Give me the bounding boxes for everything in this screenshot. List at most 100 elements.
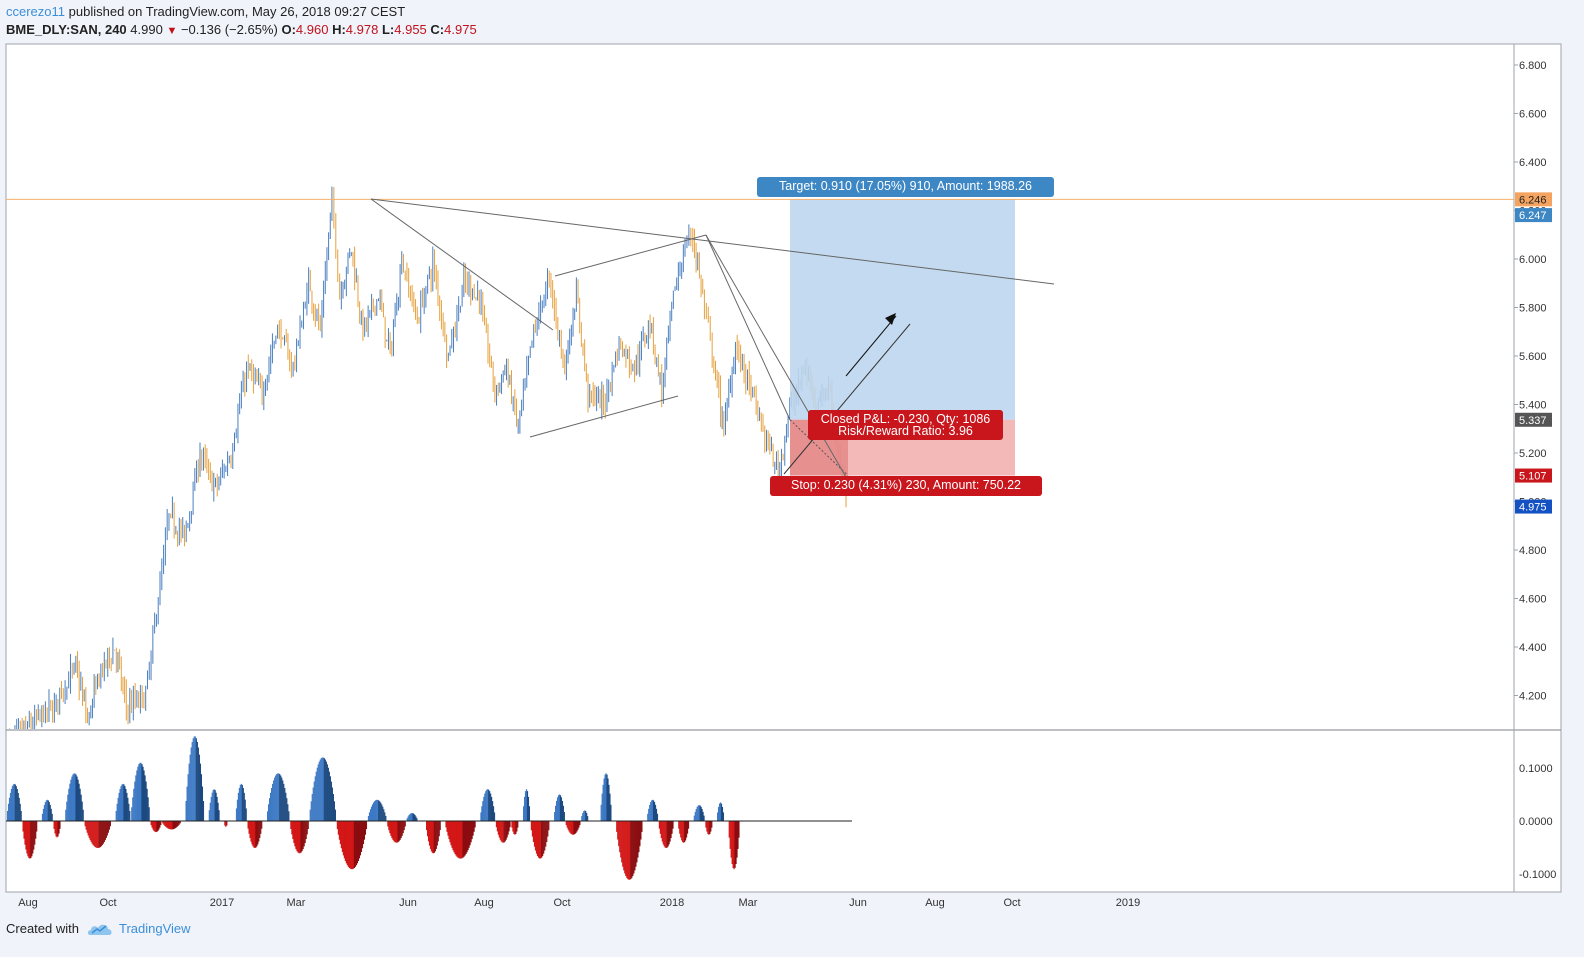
symbol-name[interactable]: BME_DLY:SAN, 240 bbox=[6, 22, 127, 37]
histogram-bar bbox=[461, 821, 463, 859]
trade-labels: Target: 0.910 (17.05%) 910, Amount: 1988… bbox=[757, 177, 1054, 496]
histogram-bar bbox=[394, 821, 396, 843]
tradingview-brand[interactable]: TradingView bbox=[118, 921, 191, 936]
histogram-bar bbox=[70, 779, 72, 822]
histogram-bar bbox=[582, 812, 584, 822]
histogram-bar bbox=[577, 821, 579, 830]
histogram-bar bbox=[365, 821, 368, 830]
histogram-bar bbox=[75, 774, 77, 822]
histogram-bar bbox=[488, 789, 490, 822]
histogram-bar bbox=[88, 821, 90, 838]
time-tick-label: Oct bbox=[1003, 897, 1020, 909]
histogram-bar bbox=[250, 821, 252, 842]
histogram-bar bbox=[576, 821, 578, 832]
histogram-bar bbox=[468, 821, 470, 848]
histogram-bar bbox=[513, 821, 515, 834]
histogram-bar bbox=[95, 821, 97, 848]
histogram-bar bbox=[132, 797, 134, 822]
publisher-username[interactable]: ccerezo11 bbox=[6, 4, 66, 19]
histogram-bar bbox=[92, 821, 94, 846]
histogram-bar bbox=[16, 788, 18, 822]
histogram-bar bbox=[66, 801, 68, 822]
histogram-bar bbox=[679, 821, 681, 834]
histogram-bar bbox=[377, 799, 379, 822]
histogram-bar bbox=[491, 801, 494, 822]
histogram-bar bbox=[359, 821, 362, 856]
histogram-bar bbox=[634, 821, 636, 871]
breakout-channel[interactable] bbox=[783, 323, 911, 475]
decline-trendline[interactable] bbox=[705, 234, 791, 421]
histogram-bar bbox=[302, 821, 304, 850]
histogram-bar bbox=[93, 821, 95, 847]
time-tick-label: 2017 bbox=[210, 897, 234, 909]
histogram-bar bbox=[90, 821, 92, 843]
histogram-bar bbox=[84, 821, 86, 827]
histogram-bar bbox=[376, 799, 378, 822]
histogram-bar bbox=[188, 763, 190, 822]
histogram-bar bbox=[339, 821, 342, 845]
histogram-bar bbox=[276, 774, 278, 822]
histogram-bar bbox=[240, 783, 242, 822]
projection-arrow-line[interactable] bbox=[845, 315, 897, 377]
histogram-bar bbox=[545, 821, 547, 847]
histogram-bar bbox=[352, 821, 355, 869]
channel-upper[interactable] bbox=[554, 234, 707, 277]
histogram-bar bbox=[224, 821, 226, 826]
histogram-bar bbox=[710, 821, 712, 832]
histogram-bar bbox=[30, 821, 32, 859]
histogram-bar bbox=[139, 762, 141, 822]
target-badge-text: 6.247 bbox=[1519, 210, 1547, 222]
histogram-bar bbox=[396, 821, 398, 843]
histogram-bar bbox=[684, 821, 686, 843]
histogram-bar bbox=[253, 821, 255, 848]
histogram-bar bbox=[195, 738, 197, 822]
histogram-bar bbox=[78, 783, 80, 822]
histogram-bar bbox=[672, 821, 674, 829]
histogram-bar bbox=[217, 802, 219, 822]
channel-lower[interactable] bbox=[529, 395, 679, 438]
last-price-badge-bg bbox=[1515, 499, 1552, 514]
histogram-bar bbox=[717, 806, 720, 822]
histogram-bar bbox=[482, 801, 484, 822]
histogram-bar bbox=[652, 800, 655, 822]
histogram-bar bbox=[43, 804, 46, 822]
descending-trendline[interactable] bbox=[370, 198, 1055, 285]
histogram-bar bbox=[459, 821, 461, 859]
histogram-bar bbox=[655, 808, 658, 822]
histogram-bar bbox=[345, 821, 348, 864]
histogram-bar bbox=[406, 818, 408, 822]
histogram-bar bbox=[662, 821, 664, 845]
histogram-bar bbox=[323, 758, 325, 822]
wedge-upper-left[interactable] bbox=[370, 198, 554, 331]
histogram-bar bbox=[190, 747, 192, 822]
histogram-bar bbox=[143, 770, 145, 822]
histogram-bar bbox=[202, 800, 205, 822]
histogram-bar bbox=[416, 818, 418, 822]
histogram-bar bbox=[314, 776, 316, 822]
histogram-bar bbox=[9, 792, 12, 822]
histogram-tick-label: -0.1000 bbox=[1519, 869, 1556, 881]
entry-badge-bg bbox=[1515, 412, 1552, 427]
histogram-bar bbox=[629, 821, 631, 880]
histogram-bar bbox=[331, 787, 333, 822]
histogram-bar bbox=[294, 821, 296, 847]
histogram-bar bbox=[258, 821, 260, 842]
trend-drawings[interactable] bbox=[6, 198, 1514, 485]
histogram-bar bbox=[702, 811, 704, 822]
histogram-bar bbox=[681, 821, 683, 841]
histogram-bar bbox=[177, 821, 179, 826]
histogram-bar bbox=[17, 792, 19, 822]
histogram-bar bbox=[85, 821, 87, 830]
histogram-bar bbox=[731, 821, 733, 865]
histogram-bar bbox=[55, 821, 57, 837]
target-zone[interactable] bbox=[790, 199, 1015, 420]
histogram-bar bbox=[12, 784, 14, 822]
histogram-bar bbox=[247, 821, 249, 829]
histogram-bar bbox=[58, 821, 60, 834]
histogram-bar bbox=[729, 821, 731, 849]
histogram-bar bbox=[557, 795, 560, 822]
histogram-bar bbox=[196, 741, 198, 822]
histogram-bar bbox=[584, 810, 586, 822]
decline-trendline-2[interactable] bbox=[705, 234, 851, 485]
